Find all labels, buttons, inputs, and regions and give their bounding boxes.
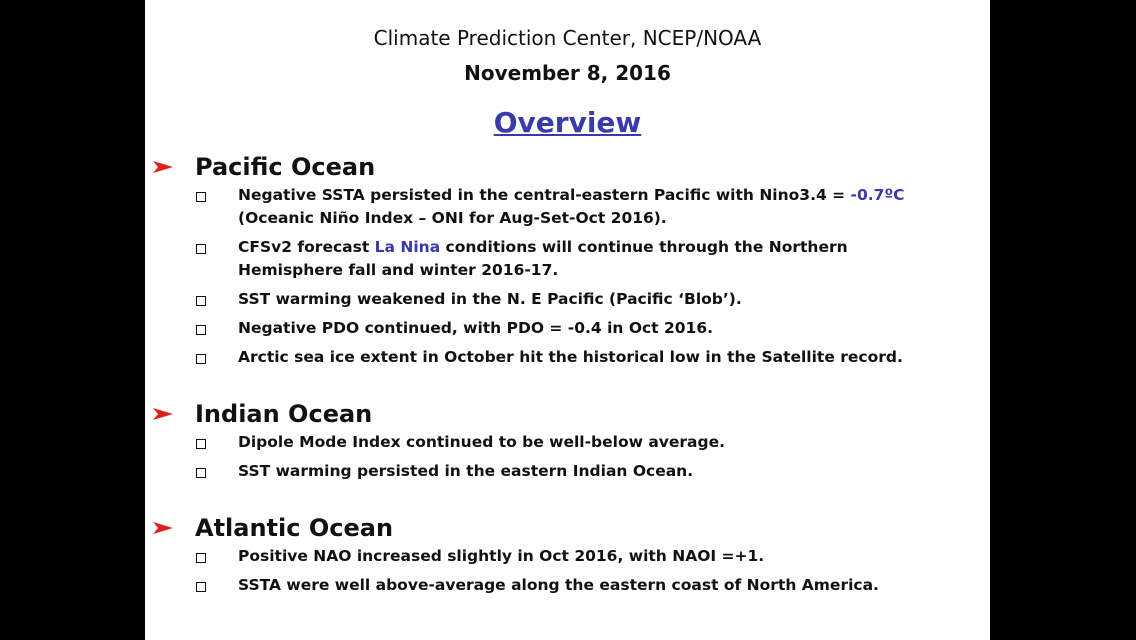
- arrow-icon: [153, 408, 173, 420]
- bullet: Negative SSTA persisted in the central-e…: [145, 184, 990, 230]
- bullet: Arctic sea ice extent in October hit the…: [145, 346, 990, 369]
- arrow-icon: [153, 161, 173, 173]
- bullet-line: CFSv2 forecast La Nina conditions will c…: [238, 236, 990, 259]
- bullet: Negative PDO continued, with PDO = -0.4 …: [145, 317, 990, 340]
- arrow-shape: [153, 522, 173, 534]
- bullet-box: [196, 553, 206, 563]
- bullet-line: Dipole Mode Index continued to be well-b…: [238, 431, 990, 454]
- bullet-line: Positive NAO increased slightly in Oct 2…: [238, 545, 990, 568]
- bullet-box: [196, 244, 206, 254]
- text-segment: Positive NAO increased slightly in Oct 2…: [238, 547, 765, 565]
- text-segment: SSTA were well above-average along the e…: [238, 576, 879, 594]
- text-segment: Arctic sea ice extent in October hit the…: [238, 348, 903, 366]
- bullet-box: [196, 439, 206, 449]
- bullet: Dipole Mode Index continued to be well-b…: [145, 431, 990, 454]
- bullet-box: [196, 468, 206, 478]
- text-segment: SST warming weakened in the N. E Pacific…: [238, 290, 742, 308]
- text-segment: Hemisphere fall and winter 2016-17.: [238, 261, 559, 279]
- highlight-segment: -0.7ºC: [850, 186, 905, 204]
- section: Indian Ocean Dipole Mode Index continued …: [145, 397, 990, 483]
- bullet-line: SST warming persisted in the eastern Ind…: [238, 460, 990, 483]
- bullet: SST warming persisted in the eastern Ind…: [145, 460, 990, 483]
- text-segment: Dipole Mode Index continued to be well-b…: [238, 433, 726, 451]
- bullet-box: [196, 354, 206, 364]
- bullet-box: [196, 325, 206, 335]
- section: Pacific Ocean Negative SSTA persisted in …: [145, 150, 990, 369]
- bullet: SST warming weakened in the N. E Pacific…: [145, 288, 990, 311]
- text-segment: Negative PDO continued, with PDO = -0.4 …: [238, 319, 714, 337]
- slide-title: Overview: [493, 106, 642, 139]
- section-heading: Pacific Ocean: [145, 150, 990, 184]
- date: November 8, 2016: [464, 61, 671, 85]
- text-segment: SST warming persisted in the eastern Ind…: [238, 462, 694, 480]
- bullet-line: SST warming weakened in the N. E Pacific…: [238, 288, 990, 311]
- heading-text: Atlantic Ocean: [195, 514, 394, 542]
- bullet: SSTA were well above-average along the e…: [145, 574, 990, 597]
- bullet-line: Negative SSTA persisted in the central-e…: [238, 184, 990, 207]
- slide: Climate Prediction Center, NCEP/NOAA Nov…: [145, 0, 990, 640]
- bullet-line: Hemisphere fall and winter 2016-17.: [238, 259, 990, 282]
- bullet-line: (Oceanic Niño Index – ONI for Aug-Set-Oc…: [238, 207, 990, 230]
- arrow-icon: [153, 522, 173, 534]
- arrow-shape: [153, 408, 173, 420]
- arrow-shape: [153, 161, 173, 173]
- bullet-box: [196, 192, 206, 202]
- bullet: Positive NAO increased slightly in Oct 2…: [145, 545, 990, 568]
- org-name: Climate Prediction Center, NCEP/NOAA: [373, 26, 762, 50]
- text-segment: Negative SSTA persisted in the central-e…: [238, 186, 851, 204]
- bullet-box: [196, 296, 206, 306]
- bullet-box: [196, 582, 206, 592]
- section-heading: Indian Ocean: [145, 397, 990, 431]
- bullet-line: SSTA were well above-average along the e…: [238, 574, 990, 597]
- text-segment: conditions will continue through the Nor…: [440, 238, 848, 256]
- highlight-segment: La Nina: [374, 238, 441, 256]
- text-segment: (Oceanic Niño Index – ONI for Aug-Set-Oc…: [238, 209, 667, 227]
- bullet-line: Arctic sea ice extent in October hit the…: [238, 346, 990, 369]
- heading-text: Indian Ocean: [195, 400, 373, 428]
- text-segment: CFSv2 forecast: [238, 238, 375, 256]
- heading-text: Pacific Ocean: [195, 153, 376, 181]
- section: Atlantic Ocean Positive NAO increased sli…: [145, 511, 990, 597]
- bullet-line: Negative PDO continued, with PDO = -0.4 …: [238, 317, 990, 340]
- bullet: CFSv2 forecast La Nina conditions will c…: [145, 236, 990, 282]
- content: Pacific Ocean Negative SSTA persisted in …: [145, 150, 990, 625]
- section-heading: Atlantic Ocean: [145, 511, 990, 545]
